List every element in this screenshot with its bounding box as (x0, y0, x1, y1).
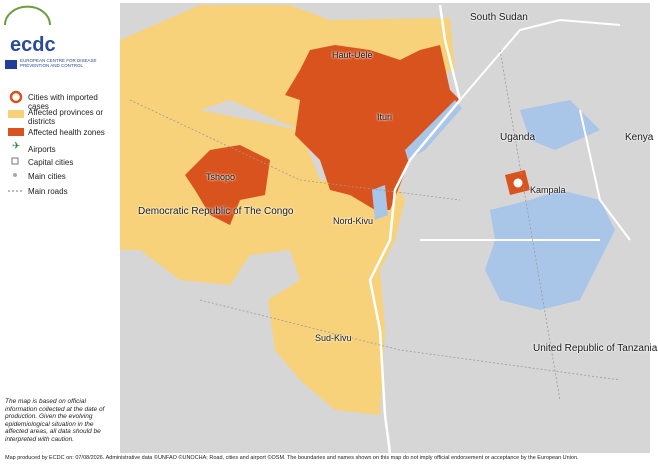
legend-item: Affected health zones (28, 128, 105, 137)
legend-symbol (9, 90, 23, 104)
legend-symbol (13, 173, 17, 177)
province-label: Nord-Kivu (333, 216, 374, 226)
legend-item: Capital cities (28, 158, 74, 167)
affected-province (120, 5, 455, 135)
logo-name: ecdc (10, 34, 56, 56)
legend-item: Affected provinces or districts (28, 108, 104, 126)
lake (372, 185, 388, 220)
country-label: Democratic Republic of The Congo (138, 206, 294, 217)
border (420, 18, 631, 241)
legend-item: Cities with imported cases (28, 93, 98, 111)
imported-case-city (510, 175, 526, 191)
country-label: Kenya (625, 132, 654, 143)
city-label: Tshopo (206, 172, 236, 182)
legend-symbol (8, 128, 24, 136)
legend-symbol: ✈ (12, 141, 20, 152)
province-label: Ituri (377, 112, 393, 122)
legend-item: Airports (28, 145, 56, 154)
eu-flag (5, 60, 17, 69)
country-label: South Sudan (470, 12, 528, 23)
legend-item: Main roads (28, 187, 68, 196)
legend-item: Main cities (28, 172, 66, 181)
road (129, 49, 621, 401)
country-label: United Republic of Tanzania (533, 343, 658, 354)
affected-health-zone (185, 145, 270, 225)
legend-symbol (11, 157, 19, 165)
country-label: Uganda (500, 132, 536, 143)
affected-health-zone (285, 45, 460, 210)
lake (485, 190, 615, 310)
province-label: Sud-Kivu (315, 333, 352, 343)
border (368, 4, 462, 454)
city-label: Kampala (530, 185, 566, 195)
affected-province (120, 110, 405, 285)
logo-subtitle: EUROPEAN CENTRE FOR DISEASE PREVENTION A… (20, 58, 97, 68)
note: The map is based on official information… (5, 398, 105, 443)
footer: Map produced by ECDC on: 07/08/2026. Adm… (5, 455, 579, 461)
logo-globe (4, 5, 51, 26)
province-label: Haut-Uele (332, 50, 373, 60)
affected-province (268, 270, 385, 415)
legend-symbol (8, 110, 24, 118)
